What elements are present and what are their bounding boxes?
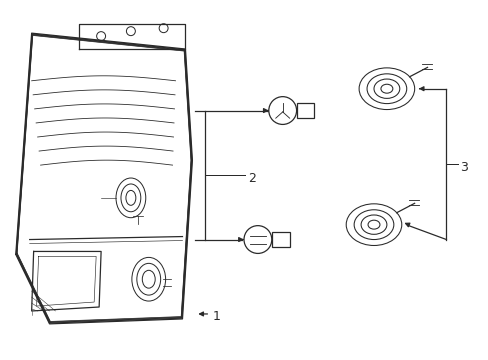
Text: 3: 3 bbox=[459, 161, 467, 174]
Bar bbox=[271, 232, 289, 247]
Circle shape bbox=[268, 96, 296, 125]
Circle shape bbox=[244, 226, 271, 253]
Bar bbox=[296, 103, 314, 118]
Text: 2: 2 bbox=[247, 171, 255, 185]
Text: 1: 1 bbox=[212, 310, 220, 323]
